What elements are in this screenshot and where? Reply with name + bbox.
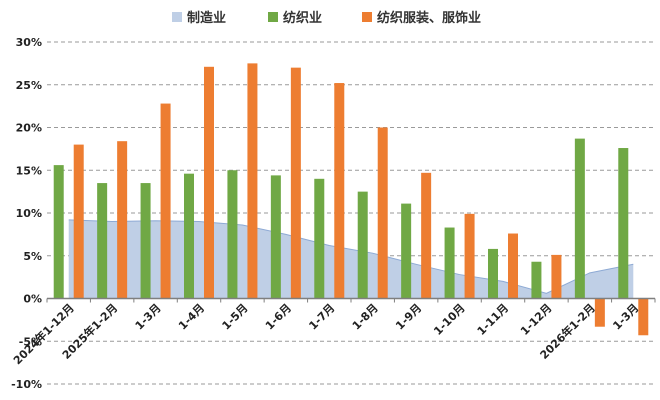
bar-textile — [401, 203, 412, 299]
x-tick-label: 1-4月 — [176, 301, 207, 332]
bar-apparel — [334, 83, 345, 299]
bar-textile — [227, 170, 238, 299]
bar-apparel — [290, 67, 301, 299]
bar-apparel — [117, 141, 128, 299]
legend-swatch — [172, 12, 182, 22]
x-tick-label: 1-12月 — [518, 301, 554, 337]
legend-label: 纺织业 — [283, 10, 322, 26]
y-tick-label: -5% — [19, 335, 42, 348]
bar-apparel — [551, 254, 562, 299]
legend-label: 纺织服装、服饰业 — [377, 10, 481, 26]
y-tick-label: 10% — [16, 207, 42, 220]
y-tick-label: 5% — [23, 250, 42, 263]
bar-textile — [574, 138, 585, 299]
bar-apparel — [464, 213, 475, 299]
y-tick-label: 30% — [16, 36, 42, 49]
x-tick-label: 1-6月 — [263, 301, 294, 332]
y-tick-label: -10% — [11, 378, 42, 391]
legend-swatch — [362, 12, 372, 22]
bar-apparel — [160, 103, 171, 299]
bar-textile — [488, 248, 498, 299]
bar-textile — [618, 148, 629, 299]
bar-textile — [444, 227, 455, 299]
x-tick-label: 1-9月 — [393, 301, 424, 332]
legend-swatch — [268, 12, 278, 22]
y-tick-label: 20% — [16, 122, 42, 135]
y-tick-label: 0% — [23, 293, 42, 306]
bar-apparel — [594, 298, 605, 327]
x-tick-label: 1-8月 — [350, 301, 381, 332]
bar-apparel — [508, 233, 518, 299]
bar-apparel — [377, 127, 388, 299]
y-tick-label: 15% — [16, 164, 42, 177]
x-tick-label: 1-3月 — [133, 301, 164, 332]
bar-apparel — [638, 298, 649, 336]
y-tick-label: 25% — [16, 79, 42, 92]
bar-textile — [184, 173, 194, 299]
bar-textile — [97, 183, 108, 299]
bar-apparel — [73, 144, 84, 299]
legend-label: 制造业 — [187, 10, 226, 26]
bar-textile — [140, 183, 151, 299]
bar-textile — [357, 191, 368, 299]
bar-apparel — [204, 66, 214, 299]
bar-apparel — [247, 63, 258, 299]
bar-textile — [270, 175, 281, 299]
x-tick-label: 1-11月 — [475, 301, 511, 337]
x-tick-label: 1-5月 — [220, 301, 251, 332]
bar-textile — [53, 165, 64, 299]
x-tick-label: 1-3月 — [610, 301, 641, 332]
area-series-manufacturing — [68, 219, 634, 299]
bar-apparel — [421, 172, 432, 299]
x-tick-label: 1-10月 — [431, 301, 467, 337]
x-tick-label: 1-7月 — [306, 301, 337, 332]
bar-textile — [531, 261, 542, 299]
bar-textile — [314, 178, 325, 299]
